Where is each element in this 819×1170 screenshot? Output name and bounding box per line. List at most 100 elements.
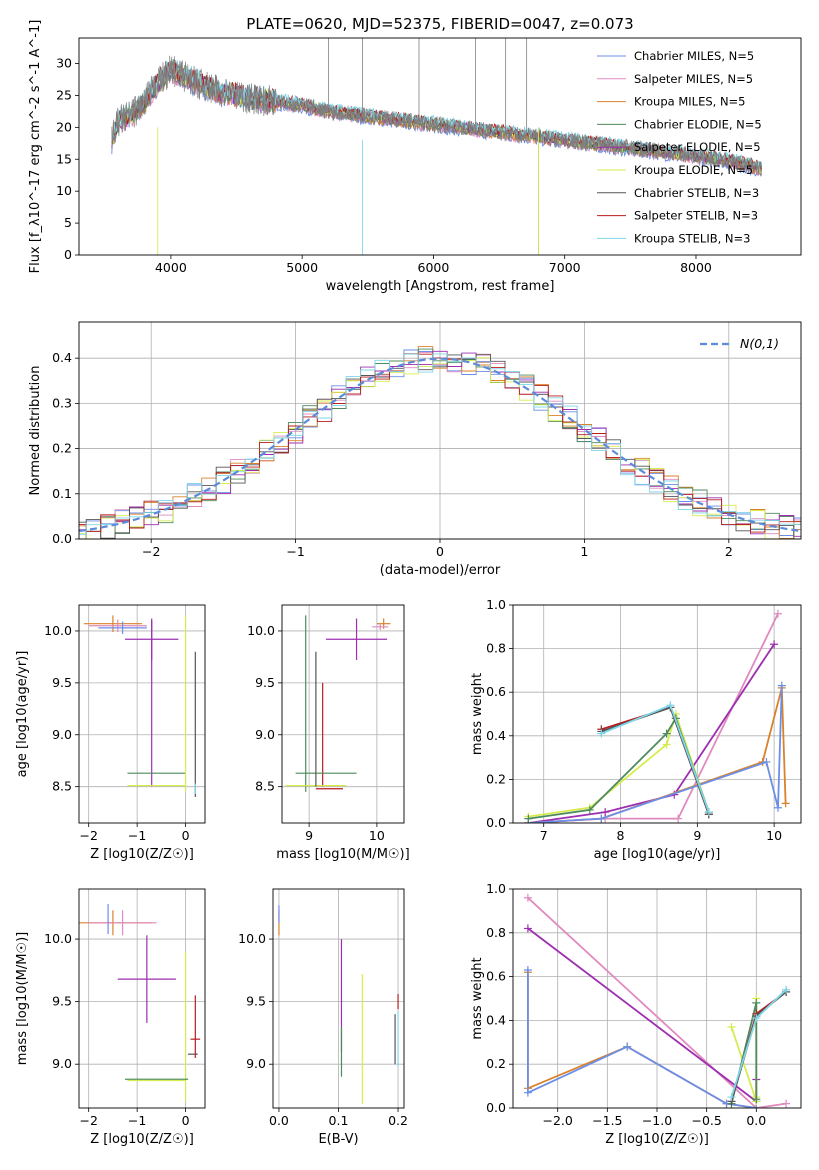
y-tick-label: 0.0 — [52, 531, 72, 546]
gaussian-curve — [79, 357, 801, 533]
x-axis-label: Z [log10(Z/Z☉)] — [90, 847, 194, 862]
x-tick-label: −1.5 — [592, 1113, 622, 1128]
legend-label: Salpeter MILES, N=5 — [634, 72, 753, 86]
y-tick-label: 10.0 — [247, 623, 275, 638]
weight-marker — [666, 701, 675, 710]
weight-marker — [782, 1099, 791, 1108]
weight-marker — [752, 998, 761, 1007]
y-tick-label: 0.2 — [486, 771, 506, 786]
x-tick-label: −0.5 — [691, 1113, 721, 1128]
errorbars — [285, 615, 391, 792]
weight_vs_age-panel: 7 8 9 10 0.0 0.2 0.4 0.6 0.8 1.0 age [log10(age/yr… — [470, 597, 802, 862]
y-tick-label: 0 — [64, 247, 72, 262]
x-tick-label: −1.0 — [642, 1113, 672, 1128]
weight-series-line — [527, 897, 787, 1108]
weight-marker — [762, 757, 771, 766]
x-tick-label: −2 — [79, 1113, 97, 1128]
weight-marker — [674, 814, 683, 823]
x-tick-label: 0 — [182, 828, 190, 843]
weight-marker — [770, 640, 779, 649]
x-tick-label: 0.0 — [746, 1113, 766, 1128]
weight-marker — [777, 681, 786, 690]
weight-marker — [782, 985, 791, 994]
x-tick-label: 8 — [617, 828, 625, 843]
x-axis-label: E(B-V) — [318, 1132, 358, 1147]
x-tick-label: 0.2 — [388, 1113, 408, 1128]
y-axis-label: mass weight — [470, 957, 485, 1039]
weight-marker — [523, 1088, 532, 1097]
weight-marker — [704, 808, 713, 817]
x-axis-label: mass [log10(M/M☉)] — [276, 847, 409, 862]
y-tick-label: 0.2 — [52, 441, 72, 456]
y-tick-label: 0.4 — [52, 350, 72, 365]
y-tick-label: 25 — [56, 87, 72, 102]
x-tick-label: 1 — [580, 544, 588, 559]
residual-histogram — [79, 357, 801, 539]
y-tick-label: 8.5 — [52, 779, 72, 794]
x-tick-label: 10 — [369, 828, 385, 843]
weight-marker — [662, 740, 671, 749]
y-tick-label: 8.5 — [255, 779, 275, 794]
x-axis-label: age [log10(age/yr)] — [594, 847, 721, 862]
errorbars — [79, 904, 201, 1102]
weight-marker — [727, 1022, 736, 1031]
spectrum-lines — [111, 38, 763, 255]
y-tick-label: 0.6 — [486, 684, 506, 699]
legend-label: N(0,1) — [740, 336, 779, 351]
legend-label: Kroupa STELIB, N=3 — [634, 231, 751, 245]
y-tick-label: 10 — [56, 183, 72, 198]
residual-histogram — [79, 349, 801, 539]
weight-marker — [585, 805, 594, 814]
x-axis-label: (data-model)/error — [380, 563, 501, 578]
x-tick-label: −1 — [286, 544, 304, 559]
y-tick-label: 0.6 — [486, 969, 506, 984]
y-axis-label: Flux [f_λ10^-17 erg cm^-2 s^-1 A^-1] — [28, 20, 43, 274]
x-axis-label: Z [log10(Z/Z☉)] — [605, 1132, 709, 1147]
y-tick-label: 1.0 — [486, 597, 506, 612]
x-tick-label: 9 — [305, 828, 313, 843]
axes-frame — [281, 604, 405, 824]
y-tick-label: 9.0 — [246, 1056, 266, 1071]
x-tick-label: −2 — [79, 828, 97, 843]
weight-lines — [524, 609, 790, 823]
y-tick-label: 10.0 — [44, 931, 72, 946]
y-tick-label: 9.0 — [255, 727, 275, 742]
weight-marker — [662, 729, 671, 738]
legend-label: Kroupa MILES, N=5 — [634, 95, 746, 109]
x-tick-label: 2 — [725, 544, 733, 559]
x-axis-label: wavelength [Angstrom, rest frame] — [326, 279, 555, 294]
mass_vs_Z-panel: −2 −1 0 9.0 9.5 10.0 Z [log10(Z/Z☉)] mass [log1… — [15, 888, 206, 1147]
residual-histogram — [79, 353, 801, 539]
y-axis-label: mass weight — [470, 673, 485, 755]
legend-label: Chabrier MILES, N=5 — [634, 49, 754, 63]
y-tick-label: 0.4 — [486, 1012, 506, 1027]
x-tick-label: 0 — [436, 544, 444, 559]
y-tick-label: 9.5 — [52, 675, 72, 690]
x-tick-label: −1 — [128, 828, 146, 843]
y-axis-label: age [log10(age/yr)] — [15, 651, 30, 778]
x-tick-label: 5000 — [286, 260, 318, 275]
y-tick-label: 9.5 — [52, 994, 72, 1009]
errorbars — [278, 905, 399, 1105]
x-tick-label: −1 — [128, 1113, 146, 1128]
y-tick-label: 5 — [64, 215, 72, 230]
weight-marker — [752, 1014, 761, 1023]
x-axis-label: Z [log10(Z/Z☉)] — [90, 1132, 194, 1147]
y-tick-label: 9.5 — [246, 994, 266, 1009]
weight-lines — [523, 893, 791, 1108]
x-tick-label: 7 — [540, 828, 548, 843]
legend-label: Chabrier STELIB, N=3 — [634, 186, 759, 200]
x-tick-label: 0.1 — [329, 1113, 349, 1128]
age_vs_mass-panel: 9 10 8.5 9.0 9.5 10.0 mass [log10(M/M☉)] — [247, 604, 410, 862]
weight-marker — [597, 729, 606, 738]
x-tick-label: 4000 — [155, 260, 187, 275]
axes-frame — [78, 321, 802, 540]
weight-marker — [523, 893, 532, 902]
y-tick-label: 20 — [56, 119, 72, 134]
errorbars — [83, 615, 196, 798]
x-tick-label: 7000 — [549, 260, 581, 275]
weight-marker — [727, 1093, 736, 1102]
residual-histogram — [79, 348, 801, 539]
x-tick-label: 9 — [693, 828, 701, 843]
y-axis-label: mass [log10(M/M☉)] — [15, 932, 30, 1065]
